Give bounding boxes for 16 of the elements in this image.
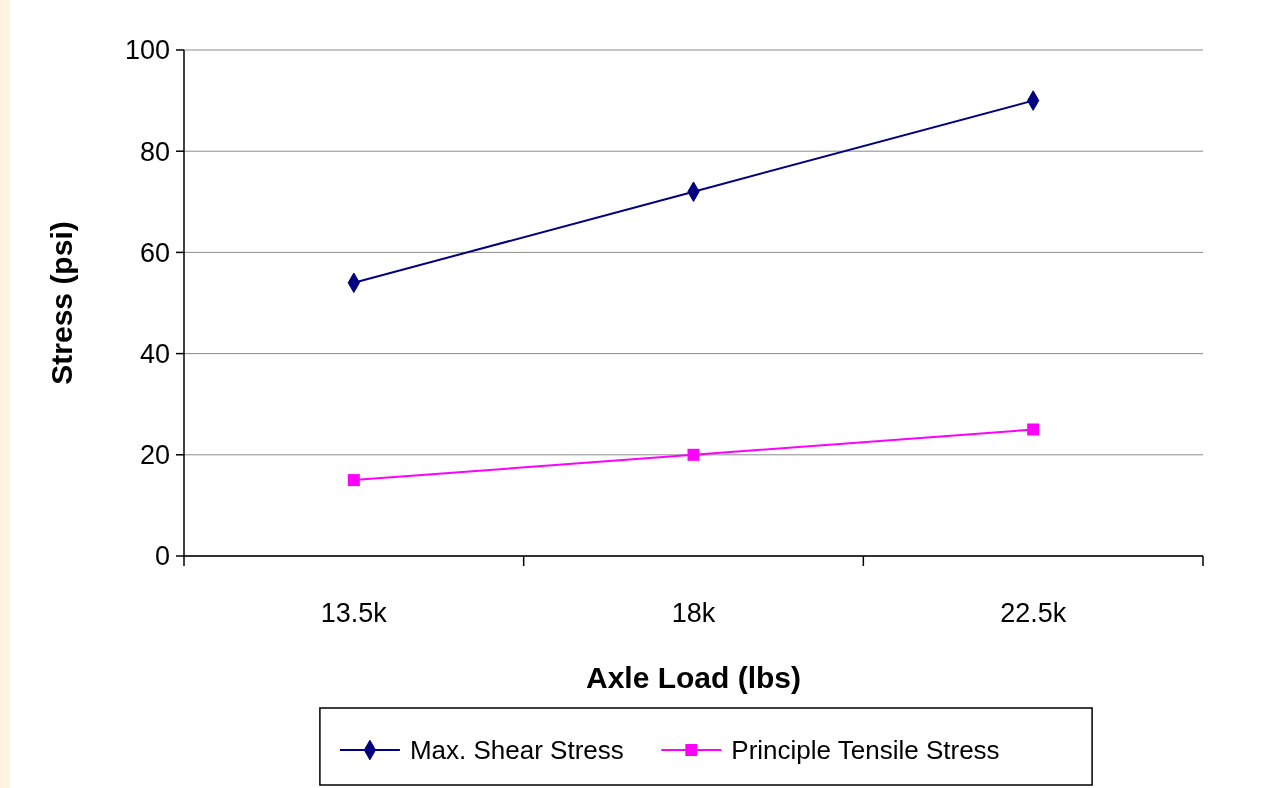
point [687,448,700,461]
legend-label: Max. Shear Stress [409,735,624,766]
y-tick-label: 80 [139,136,170,167]
y-axis-title: Stress (psi) [45,221,78,385]
x-tick-label: 13.5k [320,598,388,628]
point [1027,423,1040,436]
point [347,474,360,487]
x-tick-label: 18k [671,598,716,628]
y-tick-label: 0 [154,541,170,572]
x-axis-title: Axle Load (lbs) [585,661,802,694]
legend-label: Principle Tensile Stress [731,735,1000,766]
y-tick-label: 60 [139,237,170,268]
y-tick-label: 20 [139,440,170,471]
y-tick-label: 40 [139,339,170,370]
y-tick-label: 100 [124,35,170,66]
x-tick-label: 22.5k [1000,598,1067,628]
